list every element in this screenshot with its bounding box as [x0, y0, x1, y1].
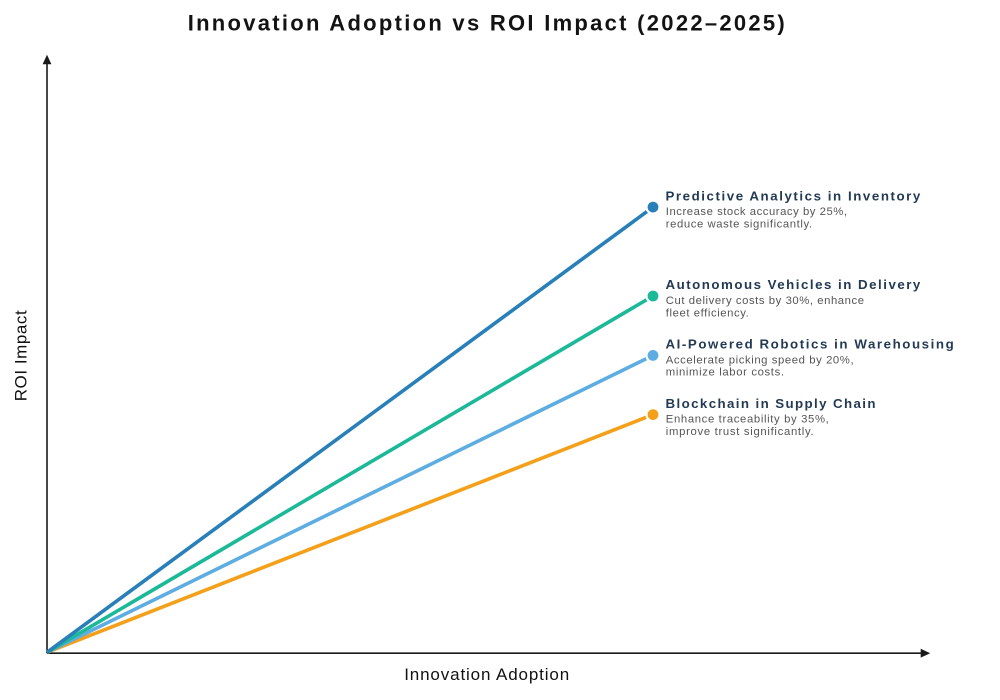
svg-text:Innovation Adoption vs ROI Imp: Innovation Adoption vs ROI Impact (2022–…: [188, 11, 787, 36]
svg-text:Increase stock accuracy by 25%: Increase stock accuracy by 25%,: [666, 206, 848, 218]
svg-text:Innovation Adoption: Innovation Adoption: [404, 665, 570, 684]
svg-text:fleet efficiency.: fleet efficiency.: [666, 307, 750, 319]
svg-text:Cut delivery costs by 30%, enh: Cut delivery costs by 30%, enhance: [666, 295, 865, 307]
svg-text:ROI Impact: ROI Impact: [12, 310, 31, 402]
svg-text:Autonomous Vehicles in Deliver: Autonomous Vehicles in Delivery: [666, 277, 922, 292]
svg-text:improve trust significantly.: improve trust significantly.: [666, 426, 815, 438]
svg-text:Predictive Analytics in Invent: Predictive Analytics in Inventory: [666, 188, 922, 203]
svg-text:AI-Powered Robotics in Warehou: AI-Powered Robotics in Warehousing: [666, 337, 956, 352]
svg-text:Blockchain in Supply Chain: Blockchain in Supply Chain: [666, 396, 877, 411]
svg-text:reduce waste significantly.: reduce waste significantly.: [666, 218, 813, 230]
svg-text:Accelerate picking speed by 20: Accelerate picking speed by 20%,: [666, 354, 854, 366]
svg-text:minimize labor costs.: minimize labor costs.: [666, 367, 785, 379]
svg-text:Enhance traceability by 35%,: Enhance traceability by 35%,: [666, 414, 830, 426]
